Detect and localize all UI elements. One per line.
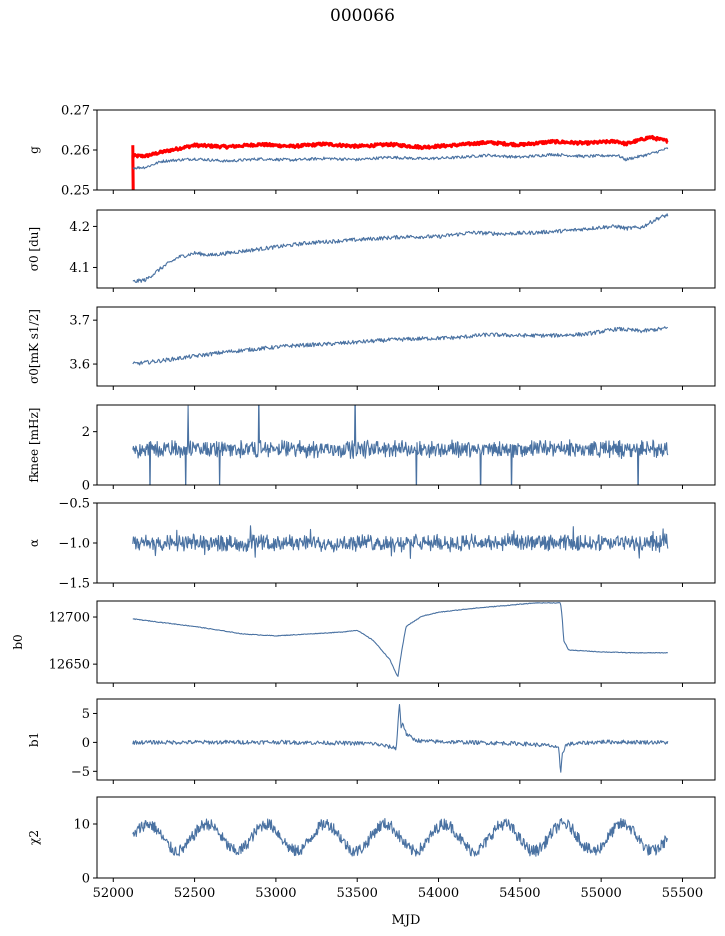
plot-area (132, 602, 668, 677)
y-tick-label: 0 (82, 872, 90, 887)
figure-title: 000066 (330, 6, 395, 26)
y-axis-label: χ2 (27, 830, 41, 845)
y-tick-label: 3.7 (69, 314, 90, 329)
series-line (132, 602, 668, 677)
y-axis-label: σ0[mK s1/2] (27, 309, 41, 384)
y-tick-label: −0.5 (58, 497, 90, 512)
axes-frame (96, 404, 716, 486)
subplot-6: 12650 12700 b0 (11, 600, 716, 687)
subplot-7: −5 0 5 b1 (27, 698, 716, 784)
x-tick-label: 55500 (662, 886, 703, 901)
subplot-5: −1.5 −1.0 −0.5 α (27, 497, 716, 592)
axes-frame (96, 600, 716, 684)
series-line (132, 703, 669, 773)
y-tick-label: 12650 (49, 658, 90, 673)
x-tick-label: 54500 (499, 886, 540, 901)
axes-frame (96, 209, 716, 289)
y-tick-label: −1.5 (58, 577, 90, 592)
plot-area (132, 703, 669, 773)
series-line-red (131, 135, 669, 190)
y-axis-label: b1 (27, 732, 41, 747)
plot-area (132, 525, 669, 559)
y-tick-label: 4.2 (69, 220, 90, 235)
y-axis-label: b0 (11, 634, 25, 649)
y-tick-label: 4.1 (69, 261, 90, 276)
y-tick-label: 3.6 (69, 358, 90, 373)
series-line (132, 525, 669, 559)
x-tick-label: 54000 (418, 886, 459, 901)
y-tick-label: −1.0 (58, 537, 90, 552)
series-line (132, 817, 669, 857)
y-axis-label: σ0 [du] (27, 227, 41, 271)
axes-frame (96, 306, 716, 387)
series-line (132, 326, 668, 366)
axes-frame (96, 109, 716, 191)
series-line (132, 147, 669, 170)
series-line (132, 213, 669, 283)
x-tick-label: 53000 (255, 886, 296, 901)
subplot-3: 3.6 3.7 σ0[mK s1/2] (27, 306, 716, 390)
x-tick-label: 52000 (93, 886, 134, 901)
series-line (132, 405, 669, 485)
y-tick-label: 0 (82, 736, 90, 751)
x-tick-label: 55000 (580, 886, 621, 901)
subplot-1: 0.25 0.26 0.27 g (27, 104, 716, 199)
y-tick-label: 0.26 (61, 144, 90, 159)
y-tick-label: 2 (82, 425, 90, 440)
y-tick-label: 10 (73, 818, 90, 833)
y-tick-label: 5 (82, 707, 90, 722)
y-tick-label: 0 (82, 479, 90, 494)
y-axis-label: α (27, 539, 41, 547)
subplot-8: 0 10 52000 52500 53000 53500 54000 54500 55000 55… (27, 796, 716, 901)
subplot-4: 0 2 fknee [mHz] (27, 404, 716, 494)
x-axis-label: MJD (392, 913, 421, 928)
plot-area (132, 213, 669, 283)
y-axis-label: fknee [mHz] (27, 408, 41, 483)
y-tick-label: −5 (71, 765, 90, 780)
subplot-2: 4.1 4.2 σ0 [du] (27, 209, 716, 292)
x-tick-label: 53500 (337, 886, 378, 901)
plot-area (131, 135, 669, 190)
axes-frame (96, 796, 716, 879)
y-axis-label: g (27, 146, 41, 154)
axes-frame (96, 698, 716, 781)
y-tick-label: 12700 (49, 611, 90, 626)
x-tick-label: 52500 (174, 886, 215, 901)
plot-area (132, 326, 668, 366)
plot-area (132, 817, 669, 857)
y-tick-label: 0.27 (61, 104, 90, 119)
y-tick-label: 0.25 (61, 184, 90, 199)
plot-area (132, 405, 669, 485)
